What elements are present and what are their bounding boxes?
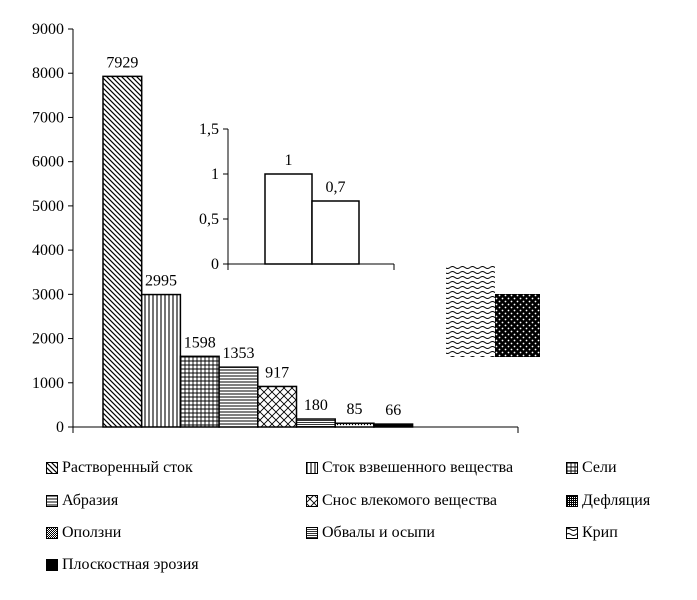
data-label: 2995 — [145, 273, 177, 290]
legend-item-landslides: Оползни — [46, 523, 121, 543]
legend-item-creep: Крип — [566, 523, 618, 543]
legend-label: Обвалы и осыпи — [322, 524, 435, 541]
legend-label: Снос влекомого вещества — [322, 492, 498, 509]
inset-y-ticks: 0 0,5 1 1,5 — [199, 121, 228, 273]
legend-label: Абразия — [62, 492, 119, 509]
main-data-labels: 7929 2995 1598 1353 917 180 85 66 — [106, 54, 401, 419]
waves-swatch — [446, 266, 495, 357]
legend-label: Сток взвешенного вещества — [322, 459, 514, 476]
legend-item-suspended-runoff: Сток взвешенного вещества — [306, 458, 513, 478]
legend-swatch — [46, 527, 58, 539]
data-label: 917 — [265, 364, 289, 381]
bar — [311, 200, 360, 265]
legend-swatch — [46, 495, 58, 507]
legend-label: Плоскостная эрозия — [62, 556, 199, 573]
y-tick-label: 1,5 — [199, 121, 219, 138]
legend-swatch — [306, 527, 318, 539]
main-y-ticks: 0 1000 2000 3000 4000 5000 6000 7000 8000 9000 — [32, 21, 73, 436]
data-label: 1353 — [222, 345, 254, 362]
y-tick-label: 8000 — [32, 65, 64, 82]
y-tick-label: 4000 — [32, 242, 64, 259]
legend-item-mudflows: Сели — [566, 458, 617, 478]
y-tick-label: 1 — [211, 166, 219, 183]
bar — [264, 173, 313, 265]
data-label: 180 — [304, 397, 328, 414]
bar — [102, 75, 143, 428]
legend-swatch — [306, 462, 318, 474]
legend-item-dissolved-runoff: Растворенный сток — [46, 458, 193, 478]
bar — [140, 293, 182, 428]
legend-label: Дефляция — [582, 492, 651, 509]
legend-swatch — [566, 495, 578, 507]
y-tick-label: 5000 — [32, 198, 64, 215]
legend-label: Крип — [582, 524, 618, 541]
y-tick-label: 0 — [211, 256, 219, 273]
legend-item-rockfalls: Обвалы и осыпи — [306, 523, 435, 543]
inset-data-labels: 10,7 — [285, 152, 346, 196]
legend-swatch — [46, 559, 58, 571]
legend-label: Сели — [582, 459, 617, 476]
data-label: 85 — [347, 401, 363, 418]
legend-swatch — [566, 527, 578, 539]
legend-item-abrasion: Абразия — [46, 491, 118, 511]
bar — [257, 385, 298, 428]
legend-label: Растворенный сток — [62, 459, 193, 476]
legend-item-sheet-erosion: Плоскостная эрозия — [46, 555, 199, 575]
data-label: 1598 — [184, 334, 216, 351]
data-label: 1 — [285, 152, 293, 169]
y-tick-label: 2000 — [32, 331, 64, 348]
y-tick-label: 3000 — [32, 286, 64, 303]
bar — [179, 355, 220, 428]
y-tick-label: 6000 — [32, 154, 64, 171]
y-tick-label: 7000 — [32, 109, 64, 126]
data-label: 0,7 — [326, 179, 346, 196]
legend-item-deflation: Дефляция — [566, 491, 650, 511]
legend-swatch — [46, 462, 58, 474]
inset-bars — [264, 173, 360, 265]
legend-label: Оползни — [62, 524, 122, 541]
data-label: 7929 — [106, 54, 138, 71]
y-tick-label: 1000 — [32, 375, 64, 392]
black-dots-swatch — [495, 294, 540, 357]
y-tick-label: 9000 — [32, 21, 64, 38]
bar — [373, 423, 414, 428]
y-tick-label: 0,5 — [199, 211, 219, 228]
data-label: 66 — [385, 402, 401, 419]
legend-swatch — [566, 462, 578, 474]
legend-item-bedload: Снос влекомого вещества — [306, 491, 497, 511]
legend-swatch — [306, 495, 318, 507]
main-bars — [102, 75, 414, 428]
y-tick-label: 0 — [56, 419, 64, 436]
